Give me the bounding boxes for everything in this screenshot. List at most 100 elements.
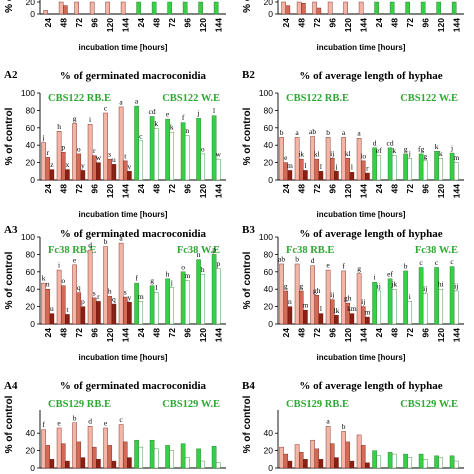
panel-b1-bar	[312, 1, 317, 15]
panel-b2-bar-label: e	[284, 153, 288, 162]
panel-a2-x-tick-label: 48	[58, 184, 68, 194]
panel-b2-bar	[329, 158, 335, 181]
panel-b3-bar	[287, 306, 293, 325]
panel-b4-bar-label: b	[342, 422, 346, 431]
panel-a2-x-tick-label: 144	[213, 184, 223, 198]
panel-a2-bar	[41, 142, 46, 181]
panel-b3-bar-label: km	[347, 304, 357, 313]
panel-a4-bar	[56, 427, 62, 469]
panel-b1-bar	[343, 1, 348, 15]
panel-b1-bar	[316, 7, 322, 15]
panel-a4-y-axis-label: % of control	[4, 395, 15, 453]
panel-a2-title: % of germinated macroconidia	[60, 70, 207, 82]
panel-b2-bar	[298, 158, 304, 181]
panel-a2-bar-label: i	[89, 115, 91, 124]
panel-b4-bar	[453, 460, 459, 469]
panel-b2-bar	[407, 158, 413, 181]
panel-a1-bar	[105, 1, 110, 15]
panel-a1-x-tick-label: 72	[74, 18, 84, 28]
panel-a1-bar	[182, 1, 188, 15]
panel-b3-x-axis-label: incubation time [hours]	[317, 353, 406, 362]
panel-a3-bar-label: s	[93, 288, 96, 297]
panel-b2-bar-label: k	[392, 146, 396, 155]
panel-a3-title: % of germinated macroconidia	[60, 228, 207, 240]
panel-b3-legend-rb: Fc38 RB.E	[286, 245, 334, 256]
panel-a4-bar	[149, 439, 155, 469]
panel-b1-bar	[285, 5, 291, 15]
panel-a4-y-tick-label: 20	[26, 446, 36, 456]
panel-a2-bar	[127, 171, 132, 181]
panel-b2-bar	[279, 137, 284, 181]
panel-b2-bar	[376, 155, 382, 181]
panel-b1-bar	[451, 1, 457, 15]
panel-a3-legend-we: Fc38 W.E	[177, 245, 220, 256]
panel-b2-bar-label: ik	[298, 150, 304, 159]
panel-a2-bar-label: k	[154, 119, 158, 128]
panel-a4-bar	[80, 457, 86, 469]
panel-a4-bar	[184, 457, 190, 469]
panel-a2-bar-label: p	[61, 143, 65, 152]
panel-b3-x-tick-label: 144	[358, 328, 368, 342]
panel-a3-bar	[96, 301, 101, 325]
panel-a2-bar	[211, 115, 217, 181]
panel-a3-bar-label: h	[201, 265, 205, 274]
panel-b3-bar-label: c	[435, 258, 439, 267]
panel-b2-x-tick-label: 144	[358, 184, 368, 198]
panel-a3-bar-label: l	[155, 283, 157, 292]
panel-b3-bar-label: ij	[377, 281, 381, 290]
panel-b2-bar	[310, 136, 315, 181]
panel-a2-bar-label: y	[81, 161, 85, 170]
panel-a4-bar	[41, 429, 46, 469]
panel-a3-y-tick-label: 40	[26, 284, 36, 294]
panel-a4-bar	[215, 462, 221, 469]
panel-b3-x-tick-label: 72	[405, 328, 415, 338]
panel-b2-bar-label: g	[404, 144, 408, 153]
panel-b3-x-tick-label: 144	[451, 328, 461, 342]
panel-b2-title: % of average length of hyphae	[299, 70, 442, 82]
panel-b2-y-tick-label: 80	[264, 105, 274, 115]
panel-a1-bar	[151, 1, 157, 15]
panel-a4-bar	[49, 459, 55, 469]
panel-b4-title: % of average length of hyphae	[299, 380, 442, 392]
panel-a2-bar	[134, 105, 139, 181]
panel-b3-x-tick-label: 96	[327, 328, 337, 338]
panel-a2-x-tick-label: 120	[198, 184, 208, 198]
panel-b3-bar	[310, 265, 315, 325]
panel-a3-x-tick-label: 48	[58, 328, 68, 338]
panel-b3-bar-label: gh	[313, 286, 321, 295]
panel-b2-x-tick-label: 48	[296, 184, 306, 194]
panel-b4-bar	[418, 453, 424, 469]
panel-a3-bar-label: s	[124, 288, 127, 297]
panel-b3-bar	[334, 315, 339, 325]
panel-b2-bar-label: ij	[330, 149, 334, 158]
panel-b1-x-tick-label: 96	[420, 18, 430, 28]
panel-a2-bar	[169, 131, 175, 181]
panel-a3-bar-label: g	[150, 276, 154, 285]
panel-a3-bar	[80, 306, 86, 325]
panel-b4-bar	[356, 434, 362, 469]
panel-b3-bar-label: ij	[330, 290, 334, 299]
panel-b1-x-tick-label: 48	[296, 18, 306, 28]
panel-a2-bar-label: j	[197, 109, 200, 118]
panel-b2-bar	[365, 172, 370, 181]
panel-b4-bar	[314, 448, 320, 469]
panel-b1-bar	[436, 1, 441, 15]
panel-a3-bar-label: q	[112, 294, 116, 303]
panel-b3-bar-label: l	[320, 304, 322, 313]
panel-b3-bar-label: g	[284, 281, 288, 290]
panel-a2-bar-label: n	[185, 126, 189, 135]
panel-b4-y-axis-label: % of control	[242, 395, 253, 453]
panel-b1-bar	[358, 1, 364, 15]
panel-a1-bar	[89, 1, 95, 15]
panel-b3-x-tick-label: 48	[389, 328, 399, 338]
panel-b2-bar-label: b	[280, 128, 284, 137]
panel-b4-bar	[325, 426, 331, 469]
panel-a3-bar	[127, 302, 132, 325]
panel-a2-bar	[65, 169, 70, 181]
panel-b2-bar-label: r	[366, 164, 369, 173]
panel-b3-bar	[294, 263, 300, 325]
panel-b1-bar	[389, 1, 395, 15]
panel-b3-bar	[407, 301, 413, 325]
panel-b3-bar	[298, 290, 304, 325]
panel-a3-bar	[72, 264, 77, 325]
